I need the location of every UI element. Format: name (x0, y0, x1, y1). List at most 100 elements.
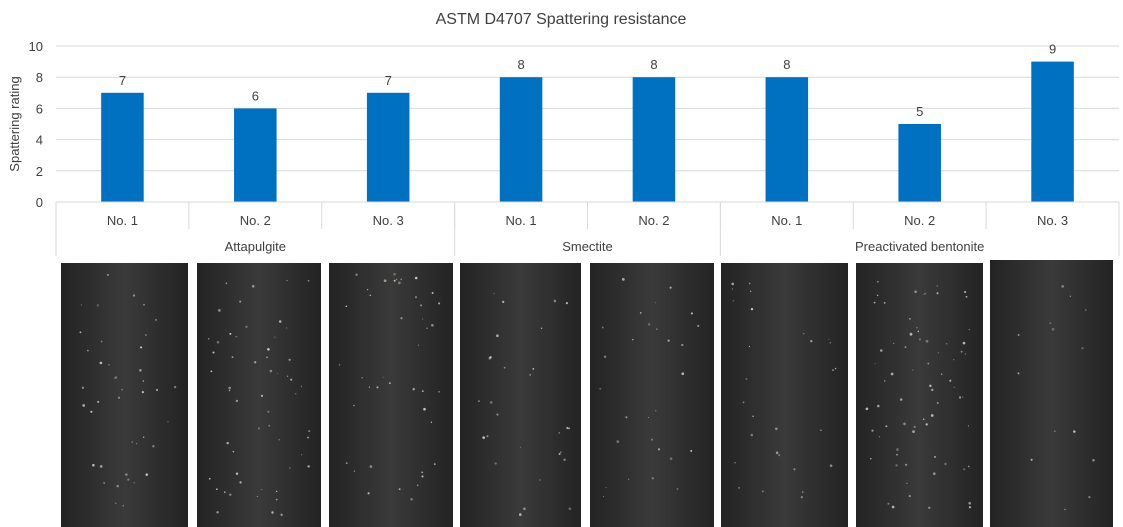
panel-photo (990, 260, 1113, 527)
spatter-speck (207, 338, 210, 340)
spatter-speck (478, 400, 480, 402)
spatter-speck (529, 374, 532, 376)
spatter-speck (143, 436, 145, 438)
spatter-speck (438, 390, 440, 393)
spatter-speck (778, 453, 781, 457)
spatter-speck (655, 410, 657, 412)
spatter-speck (800, 496, 803, 499)
spatter-speck (414, 296, 418, 299)
spatter-speck (958, 396, 962, 399)
spatter-speck (603, 496, 605, 498)
bar (101, 92, 144, 202)
spatter-speck (731, 288, 733, 290)
bar (765, 77, 809, 202)
spatter-speck (307, 436, 309, 439)
spatter-speck (261, 488, 263, 491)
spatter-speck (967, 465, 970, 468)
spatter-speck (523, 507, 526, 511)
spatter-speck (625, 416, 628, 419)
spatter-speck (79, 331, 82, 334)
spatter-speck (114, 502, 117, 505)
spatter-speck (1092, 459, 1095, 462)
spatter-speck (887, 502, 890, 505)
spatter-speck (1085, 309, 1087, 311)
spatter-speck (502, 300, 505, 304)
spatter-speck (278, 320, 282, 323)
spatter-speck (884, 380, 886, 382)
y-tick-label: 0 (36, 195, 43, 210)
spatter-speck (748, 282, 751, 285)
test-photos (61, 260, 1113, 527)
spatter-speck (254, 361, 257, 364)
group-label: Attapulgite (225, 239, 286, 254)
spatter-speck (236, 336, 238, 338)
spatter-speck (896, 453, 898, 456)
spatter-speck (285, 327, 288, 329)
spatter-speck (106, 273, 109, 276)
spatter-speck (239, 300, 242, 303)
spatter-speck (953, 359, 955, 361)
spatter-speck (965, 353, 967, 355)
x-tick-label: No. 2 (638, 213, 669, 228)
spatter-speck (99, 361, 103, 365)
spatter-speck (891, 505, 895, 509)
spatter-speck (108, 364, 110, 366)
data-label: 9 (1049, 42, 1056, 57)
y-tick-labels: 0 2 4 6 8 10 (29, 39, 43, 210)
spatter-speck (532, 368, 535, 370)
x-tick-label: No. 2 (904, 213, 935, 228)
spatter-speck (559, 451, 562, 454)
spatter-speck (288, 358, 291, 361)
spatter-speck (103, 482, 105, 484)
spatter-speck (141, 391, 144, 394)
spatter-speck (400, 317, 403, 320)
spatter-speck (820, 429, 822, 432)
spatter-speck (962, 396, 964, 398)
spatter-speck (431, 323, 434, 327)
spatter-speck (414, 276, 418, 280)
spatter-speck (906, 482, 908, 484)
spatter-speck (923, 293, 925, 295)
spatter-speck (968, 501, 972, 505)
spatter-speck (136, 443, 138, 445)
spatter-speck (494, 462, 497, 465)
data-labels: 7 6 7 8 8 8 5 9 (119, 42, 1056, 119)
spatter-speck (964, 290, 967, 294)
spatter-speck (421, 390, 424, 392)
spatter-speck (937, 352, 939, 354)
group-label: Preactivated bentonite (855, 239, 984, 254)
spatter-speck (383, 279, 387, 283)
spatter-speck (913, 425, 916, 428)
spatter-speck (426, 327, 428, 329)
spatter-speck (486, 435, 489, 438)
x-tick-label: No. 2 (240, 213, 271, 228)
spatter-speck (257, 427, 260, 430)
spatter-speck (208, 477, 211, 480)
spatter-speck (393, 279, 396, 282)
spatter-speck (216, 488, 218, 491)
spatter-speck (676, 488, 679, 490)
spatter-speck (616, 440, 620, 443)
spatter-speck (927, 362, 930, 365)
spatter-speck (225, 282, 228, 284)
spatter-speck (116, 484, 119, 488)
spatter-speck (228, 389, 231, 392)
spatter-speck (568, 507, 572, 511)
x-axis: No. 1 No. 2 No. 3 No. 1 No. 2 No. 1 No. 2 No. 3… (55, 201, 1120, 256)
spatter-speck (1064, 508, 1066, 511)
spatter-speck (277, 372, 279, 374)
spatter-speck (1061, 285, 1065, 288)
spatter-speck (632, 338, 634, 341)
spatter-speck (216, 511, 219, 514)
data-label: 7 (385, 73, 392, 88)
spatter-speck (874, 363, 876, 365)
spatter-speck (912, 369, 914, 371)
bar (1031, 61, 1074, 202)
spatter-speck (114, 376, 118, 379)
spatter-speck (287, 375, 289, 377)
spatter-speck (127, 478, 130, 481)
spatter-speck (345, 305, 348, 308)
spatter-speck (932, 472, 936, 476)
spatter-speck (1073, 430, 1076, 433)
spatter-speck (873, 301, 876, 304)
